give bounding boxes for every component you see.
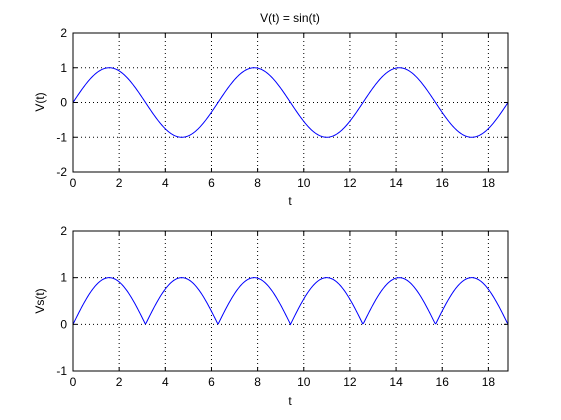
x-tick-label: 14 [389,176,403,190]
y-axis-label: V(t) [33,92,47,111]
x-tick-label: 18 [482,375,496,389]
x-tick-label: 2 [116,375,123,389]
x-tick-label: 16 [436,375,450,389]
series-line-rectified-voltage [72,277,509,326]
y-tick-label: 0 [60,96,67,110]
x-tick-label: 0 [70,176,77,190]
y-tick-label: 2 [60,26,67,40]
x-tick-label: 8 [254,375,261,389]
y-tick-label: 2 [60,224,67,238]
x-tick-label: 6 [208,375,215,389]
x-tick-label: 8 [254,176,261,190]
y-tick-label: -1 [56,130,67,144]
x-tick-label: 0 [70,375,77,389]
x-tick-label: 12 [343,176,357,190]
x-tick-label: 18 [482,176,496,190]
x-tick-label: 4 [162,375,169,389]
y-tick-label: -2 [56,165,67,179]
x-tick-label: 6 [208,176,215,190]
x-tick-label: 14 [389,375,403,389]
x-tick-label: 10 [297,375,311,389]
y-tick-label: 1 [60,271,67,285]
x-axis-label: t [288,194,292,208]
x-tick-label: 2 [116,176,123,190]
x-tick-label: 4 [162,176,169,190]
x-tick-label: 10 [297,176,311,190]
x-tick-label: 12 [343,375,357,389]
x-tick-label: 16 [436,176,450,190]
y-tick-label: 0 [60,317,67,331]
series-line-voltage [72,67,509,138]
y-tick-label: 1 [60,61,67,75]
grid-lines [73,231,508,371]
axes-box [72,230,509,372]
y-tick-label: -1 [56,364,67,378]
chart-title: V(t) = sin(t) [260,11,320,25]
y-axis-label: Vs(t) [33,288,47,313]
x-axis-label: t [288,394,292,408]
